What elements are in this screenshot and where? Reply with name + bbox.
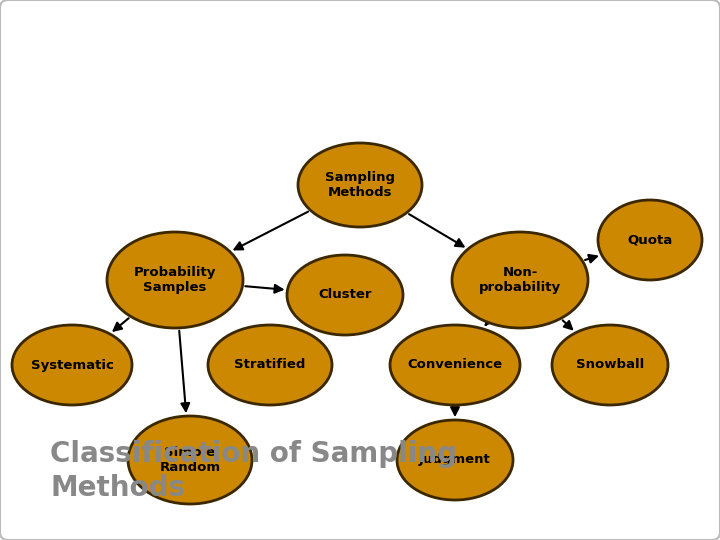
Ellipse shape [452, 232, 588, 328]
Ellipse shape [287, 255, 403, 335]
Text: Convenience: Convenience [408, 359, 503, 372]
Ellipse shape [208, 325, 332, 405]
Text: Quota: Quota [627, 233, 672, 246]
Text: Stratified: Stratified [234, 359, 306, 372]
Ellipse shape [598, 200, 702, 280]
Ellipse shape [107, 232, 243, 328]
Ellipse shape [128, 416, 252, 504]
Text: Probability
Samples: Probability Samples [134, 266, 216, 294]
Ellipse shape [390, 325, 520, 405]
Text: Systematic: Systematic [30, 359, 114, 372]
Ellipse shape [552, 325, 668, 405]
Ellipse shape [298, 143, 422, 227]
Text: Simple
Random: Simple Random [159, 446, 220, 474]
Ellipse shape [12, 325, 132, 405]
Text: Classification of Sampling
Methods: Classification of Sampling Methods [50, 440, 457, 502]
Text: Sampling
Methods: Sampling Methods [325, 171, 395, 199]
Text: Judgment: Judgment [419, 454, 491, 467]
Ellipse shape [397, 420, 513, 500]
Text: Non-
probability: Non- probability [479, 266, 561, 294]
Text: Cluster: Cluster [318, 288, 372, 301]
Text: Snowball: Snowball [576, 359, 644, 372]
